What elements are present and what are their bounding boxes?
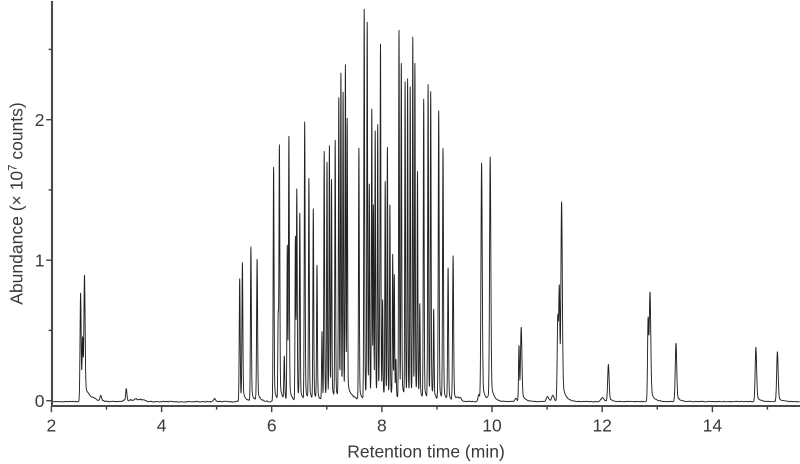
svg-text:2: 2	[47, 416, 57, 436]
svg-text:0: 0	[35, 391, 45, 411]
svg-text:10: 10	[482, 416, 502, 436]
svg-text:8: 8	[377, 416, 387, 436]
svg-text:4: 4	[157, 416, 167, 436]
svg-text:12: 12	[592, 416, 611, 436]
svg-text:2: 2	[35, 110, 45, 130]
svg-text:Abundance (× 107 counts): Abundance (× 107 counts)	[7, 102, 27, 304]
svg-text:6: 6	[267, 416, 277, 436]
svg-text:14: 14	[703, 416, 723, 436]
svg-text:Retention time (min): Retention time (min)	[347, 442, 505, 462]
svg-text:1: 1	[35, 250, 45, 270]
